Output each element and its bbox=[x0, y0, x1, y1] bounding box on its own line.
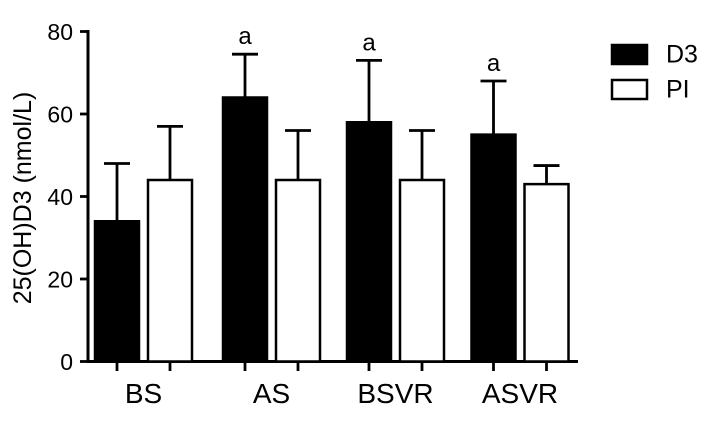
bar-d3-asvr bbox=[470, 133, 517, 363]
significance-annotation: a bbox=[238, 23, 252, 50]
significance-annotation: a bbox=[362, 29, 376, 56]
x-category-label: BS bbox=[125, 378, 162, 409]
y-tick-label: 80 bbox=[47, 19, 73, 45]
bar-d3-as bbox=[221, 96, 269, 363]
y-tick-label: 60 bbox=[47, 102, 73, 128]
x-category-label: ASVR bbox=[482, 378, 558, 409]
y-axis-title: 25(OH)D3 (nmol/L) bbox=[9, 92, 37, 305]
bars: BS AS BSVR ASVR a a a bbox=[93, 23, 570, 409]
legend-swatch-pi-icon bbox=[610, 78, 649, 101]
x-category-label: BSVR bbox=[357, 378, 433, 409]
bar-pi-bsvr bbox=[398, 178, 446, 363]
legend: D3 PI bbox=[610, 41, 698, 104]
bar-d3-bsvr bbox=[345, 121, 393, 363]
x-category-label: AS bbox=[253, 378, 290, 409]
legend-label-pi: PI bbox=[666, 76, 690, 104]
bar-d3-bs bbox=[93, 220, 141, 363]
bar-pi-as bbox=[274, 178, 322, 363]
y-tick-label: 40 bbox=[47, 184, 73, 210]
y-tick-label: 0 bbox=[60, 349, 73, 375]
significance-annotation: a bbox=[487, 50, 501, 77]
legend-swatch-d3-icon bbox=[610, 43, 649, 66]
legend-label-d3: D3 bbox=[666, 41, 698, 69]
bar-pi-asvr bbox=[523, 182, 570, 363]
bar-pi-bs bbox=[146, 178, 194, 363]
y-tick-label: 20 bbox=[47, 267, 73, 293]
